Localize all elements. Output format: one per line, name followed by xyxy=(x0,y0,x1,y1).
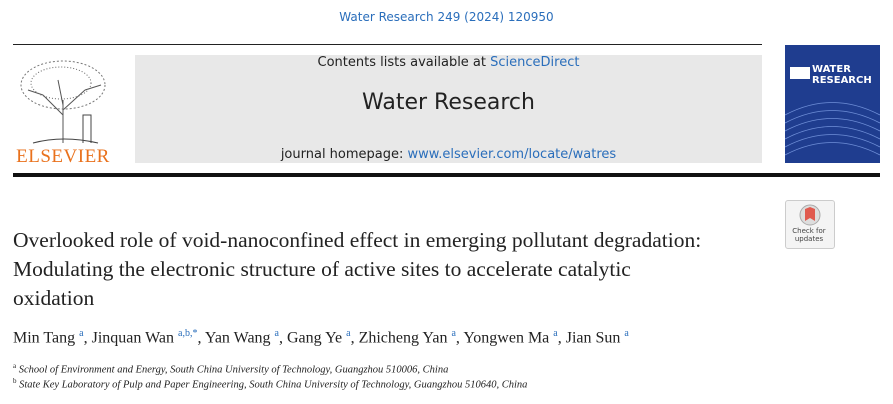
affiliation: a School of Environment and Energy, Sout… xyxy=(13,362,448,376)
journal-cover[interactable] xyxy=(784,45,881,163)
badge-icon xyxy=(799,204,821,226)
header-box xyxy=(135,55,762,163)
author-separator: , xyxy=(83,329,88,347)
affiliation-label: a xyxy=(13,362,17,370)
cover-waves xyxy=(784,102,881,156)
cover-title: WATER RESEARCH xyxy=(812,64,872,86)
author-separator: , xyxy=(557,329,562,347)
publisher-name: ELSEVIER xyxy=(16,146,110,167)
contents-line: Contents lists available at ScienceDirec… xyxy=(135,55,762,70)
elsevier-tree xyxy=(20,60,106,144)
rule xyxy=(13,44,762,45)
contents-prefix: Contents lists available at xyxy=(317,55,486,70)
contents-link[interactable]: ScienceDirect xyxy=(490,55,580,70)
author-affiliation-mark[interactable]: a xyxy=(624,328,629,339)
affiliation-text: School of Environment and Energy, South … xyxy=(18,364,449,376)
author-name: Jian Sun xyxy=(565,329,621,347)
author-name: Jinquan Wan xyxy=(91,329,174,347)
author-affiliation-mark[interactable]: a xyxy=(79,328,84,339)
journal-name: Water Research xyxy=(362,90,535,115)
author-name: Yongwen Ma xyxy=(463,329,550,347)
author-separator: , xyxy=(279,329,283,347)
author-name: Min Tang xyxy=(13,329,76,347)
author-name: Yan Wang xyxy=(204,329,271,347)
homepage-line: journal homepage: www.elsevier.com/locat… xyxy=(135,147,762,162)
author-affiliation-mark[interactable]: a xyxy=(553,328,558,339)
author-list: Min Tang a, Jinquan Wan a,b,*, Yan Wang … xyxy=(13,328,629,347)
homepage-prefix: journal homepage: xyxy=(280,147,404,162)
homepage-link[interactable]: www.elsevier.com/locate/watres xyxy=(407,147,617,162)
author-name: Zhicheng Yan xyxy=(358,329,448,347)
author-affiliation-mark[interactable]: a xyxy=(451,328,456,339)
affiliation-label: b xyxy=(13,377,17,385)
author-affiliation-mark[interactable]: a,b,* xyxy=(178,328,198,339)
check-updates-badge[interactable] xyxy=(785,200,835,249)
cover-logo xyxy=(790,67,810,79)
author-separator: , xyxy=(197,329,202,347)
author-name: Gang Ye xyxy=(287,329,343,347)
author-affiliation-mark[interactable]: a xyxy=(274,328,279,339)
rule-thick xyxy=(13,173,880,177)
badge-text: Check for updates xyxy=(792,227,826,243)
affiliation-text: State Key Laboratory of Pulp and Paper E… xyxy=(19,379,528,391)
author-separator: , xyxy=(350,329,355,347)
article-title: Overlooked role of void-nanoconfined eff… xyxy=(13,228,702,310)
journal-reference[interactable]: Water Research 249 (2024) 120950 xyxy=(339,10,554,24)
author-separator: , xyxy=(455,329,460,347)
affiliation: b State Key Laboratory of Pulp and Paper… xyxy=(13,377,527,391)
author-affiliation-mark[interactable]: a xyxy=(346,328,351,339)
cover-art xyxy=(784,67,881,156)
